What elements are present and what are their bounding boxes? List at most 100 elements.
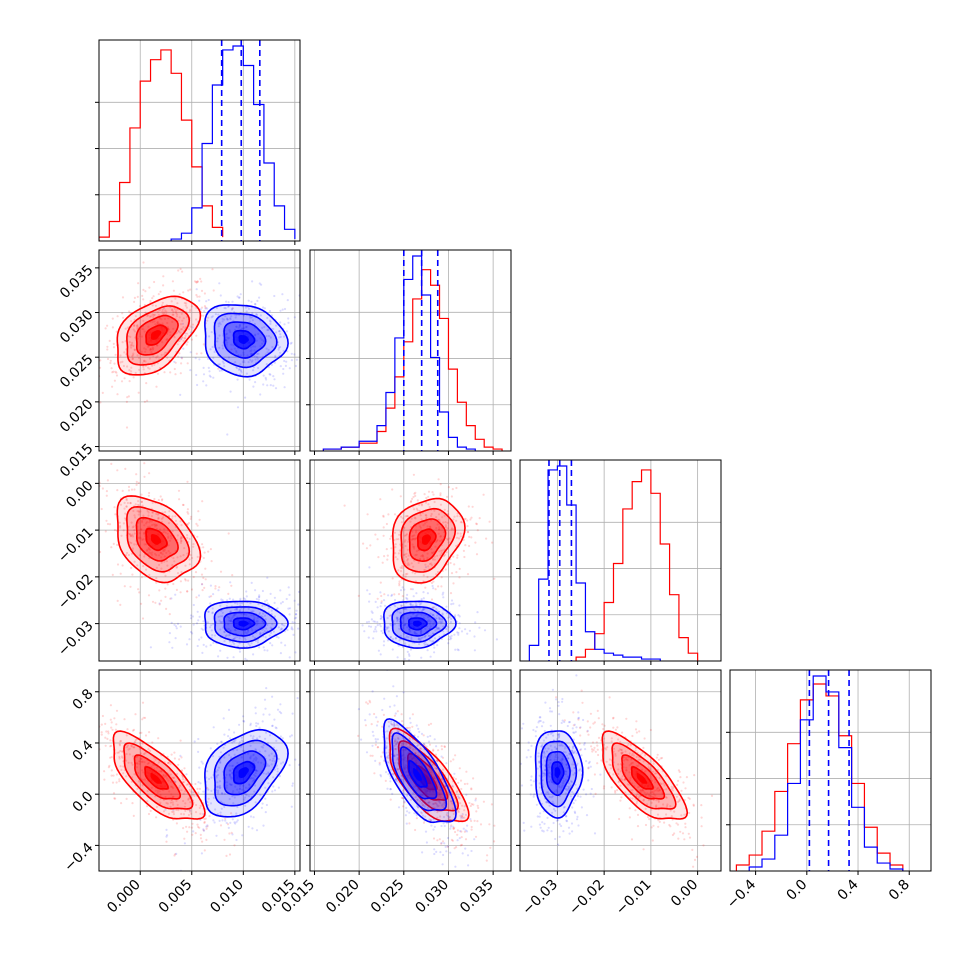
sample-point [635, 755, 638, 759]
sample-point [227, 735, 230, 738]
sample-point [202, 828, 205, 831]
sample-point [252, 777, 255, 780]
sample-point [276, 708, 280, 711]
sample-point [395, 616, 398, 619]
sample-point [241, 602, 244, 605]
sample-point [179, 331, 182, 334]
sample-point [279, 365, 282, 368]
sample-point [168, 632, 171, 635]
sample-point [405, 806, 408, 810]
sample-point [478, 626, 481, 629]
sample-point [211, 755, 215, 758]
sample-point [399, 611, 402, 615]
sample-point [249, 734, 252, 737]
contour-line [145, 527, 168, 551]
histogram-frame [98, 39, 301, 242]
sample-point [385, 751, 388, 754]
sample-point [436, 805, 439, 808]
sample-point [142, 565, 145, 568]
sample-point [215, 770, 218, 773]
sample-point [438, 773, 441, 776]
sample-point [207, 550, 210, 553]
sample-point [544, 793, 547, 796]
sample-point [134, 371, 137, 375]
sample-point [188, 826, 191, 829]
sample-point [394, 543, 397, 546]
sample-point [188, 788, 191, 792]
sample-point [273, 596, 276, 599]
sample-point [420, 794, 423, 797]
sample-point [255, 620, 258, 624]
sample-point [151, 511, 154, 514]
sample-point [391, 637, 394, 641]
sample-point [448, 815, 451, 819]
sample-point [191, 833, 194, 836]
sample-point [133, 543, 136, 546]
sample-point [65, 697, 67, 699]
sample-point [243, 798, 246, 801]
sample-point [116, 599, 119, 603]
sample-point [285, 597, 288, 601]
sample-point [228, 619, 232, 623]
sample-point [433, 509, 436, 512]
sample-point [460, 836, 463, 839]
sample-point [163, 549, 166, 552]
sample-point [247, 607, 250, 610]
sample-point [229, 769, 232, 772]
sample-point [438, 788, 441, 792]
sample-point [257, 332, 260, 335]
sample-point [147, 594, 151, 597]
panel-grid [726, 670, 931, 875]
sample-point [252, 653, 255, 656]
sample-point [141, 538, 144, 542]
sample-point [381, 631, 384, 635]
sample-point [427, 495, 430, 498]
sample-point [449, 621, 452, 624]
sample-point [239, 293, 242, 296]
sample-point [158, 317, 161, 320]
sample-point [476, 804, 479, 807]
sample-point [443, 804, 446, 807]
sample-point [219, 761, 222, 765]
sample-point [597, 717, 600, 720]
sample-point [643, 737, 646, 740]
sample-point [593, 746, 596, 750]
sample-point [408, 628, 411, 631]
sample-point [217, 655, 220, 658]
sample-point [249, 358, 252, 361]
sample-point [192, 545, 195, 548]
sample-point [138, 742, 142, 745]
sample-point [162, 307, 166, 310]
sample-point [443, 800, 446, 803]
sample-point [442, 630, 445, 633]
sample-point [676, 783, 679, 787]
sample-point [642, 746, 645, 750]
sample-point [629, 776, 632, 780]
sample-point [143, 524, 146, 527]
sample-point [261, 589, 264, 593]
sample-point [262, 824, 265, 827]
sample-point [256, 357, 259, 360]
sample-point [409, 648, 412, 651]
sample-point [378, 623, 381, 626]
sample-point [475, 523, 478, 526]
sample-point [118, 521, 121, 524]
sample-point [415, 592, 418, 595]
sample-point [194, 782, 197, 786]
sample-point [372, 734, 375, 737]
sample-point [683, 838, 686, 841]
sample-point [227, 532, 230, 535]
sample-point [161, 341, 164, 344]
sample-point [425, 792, 428, 795]
sample-point [160, 567, 163, 570]
sample-point [394, 637, 397, 640]
sample-point [657, 800, 660, 804]
sample-point [269, 320, 272, 323]
sample-point [475, 553, 479, 556]
sample-point [411, 538, 414, 541]
sample-point [259, 631, 262, 634]
sample-point [379, 498, 382, 501]
sample-point [262, 744, 265, 747]
sample-point [153, 280, 156, 284]
sample-point [131, 354, 135, 357]
